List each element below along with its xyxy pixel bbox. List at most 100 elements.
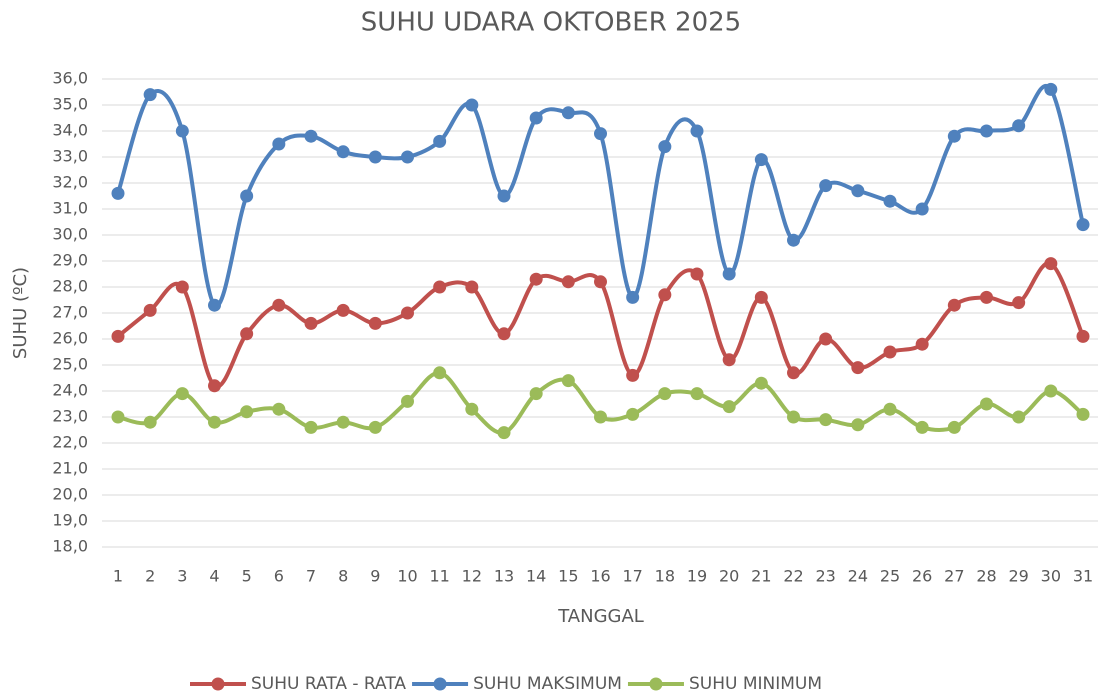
- data-point: [368, 150, 382, 164]
- x-tick-label: 13: [494, 567, 514, 586]
- data-point: [658, 387, 672, 401]
- data-point: [208, 415, 221, 429]
- data-point: [851, 361, 865, 375]
- x-tick-label: 14: [526, 567, 546, 586]
- data-point: [626, 368, 640, 382]
- y-axis-label: SUHU (ºC): [10, 267, 31, 359]
- x-tick-label: 7: [306, 567, 316, 586]
- data-point: [465, 98, 479, 112]
- data-point: [1012, 119, 1026, 133]
- data-point: [915, 337, 929, 351]
- x-tick-label: 17: [622, 567, 642, 586]
- data-point: [883, 194, 897, 208]
- y-tick-label: 21,0: [52, 459, 88, 478]
- data-point: [497, 189, 511, 203]
- y-tick-label: 25,0: [52, 355, 88, 374]
- data-point: [240, 327, 254, 341]
- x-tick-label: 3: [177, 567, 187, 586]
- y-tick-label: 24,0: [52, 381, 88, 400]
- data-point: [1044, 384, 1058, 398]
- legend-label: SUHU RATA - RATA: [251, 674, 406, 694]
- data-point: [368, 316, 382, 330]
- series-line: [117, 370, 1085, 435]
- y-tick-label: 32,0: [52, 173, 88, 192]
- x-tick-label: 31: [1073, 567, 1093, 586]
- y-tick-label: 31,0: [52, 199, 88, 218]
- data-point: [175, 280, 189, 294]
- data-point: [497, 426, 511, 440]
- data-point: [754, 290, 768, 304]
- data-point: [1076, 218, 1090, 232]
- y-tick-label: 27,0: [52, 303, 88, 322]
- data-point: [1044, 257, 1058, 271]
- data-point: [754, 376, 768, 390]
- y-tick-label: 28,0: [52, 277, 88, 296]
- legend-label: SUHU MAKSIMUM: [473, 674, 622, 694]
- data-point: [529, 387, 543, 401]
- data-point: [947, 129, 961, 143]
- data-point: [401, 394, 414, 408]
- x-tick-label: 5: [242, 567, 252, 586]
- y-tick-label: 23,0: [52, 407, 88, 426]
- data-point: [947, 298, 961, 312]
- x-tick-label: 18: [655, 567, 675, 586]
- data-point: [980, 397, 993, 411]
- y-tick-label: 29,0: [52, 251, 88, 270]
- data-point: [883, 345, 897, 359]
- data-point: [915, 420, 929, 434]
- x-tick-label: 6: [274, 567, 284, 586]
- y-tick-label: 26,0: [52, 329, 88, 348]
- data-point: [529, 111, 543, 125]
- data-point: [690, 387, 704, 401]
- y-tick-label: 22,0: [52, 433, 88, 452]
- data-point: [658, 288, 672, 302]
- x-tick-label: 8: [338, 567, 348, 586]
- data-point: [754, 153, 768, 167]
- data-point: [497, 327, 511, 341]
- x-tick-label: 2: [145, 567, 155, 586]
- data-point: [433, 366, 447, 380]
- data-point: [111, 329, 125, 343]
- data-point: [240, 189, 254, 203]
- data-point: [433, 134, 447, 148]
- data-point: [336, 415, 350, 429]
- data-point: [1012, 296, 1026, 310]
- x-tick-label: 30: [1041, 567, 1061, 586]
- data-point: [980, 290, 993, 304]
- x-tick-label: 21: [751, 567, 771, 586]
- data-point: [594, 127, 607, 141]
- data-point: [851, 418, 865, 432]
- data-point: [594, 410, 607, 424]
- data-point: [819, 332, 833, 346]
- data-point: [947, 420, 961, 434]
- data-point: [883, 402, 897, 416]
- x-tick-label: 22: [783, 567, 803, 586]
- data-point: [143, 88, 157, 102]
- data-point: [1076, 407, 1090, 421]
- data-point: [208, 379, 221, 393]
- data-point: [787, 233, 800, 247]
- x-tick-label: 11: [429, 567, 449, 586]
- data-point: [175, 124, 189, 138]
- legend-marker: [211, 677, 225, 691]
- data-point: [304, 420, 318, 434]
- series-line: [116, 84, 1085, 308]
- data-point: [561, 106, 575, 120]
- x-tick-label: 24: [848, 567, 868, 586]
- data-point: [336, 303, 350, 317]
- data-point: [787, 366, 800, 380]
- y-tick-label: 20,0: [52, 485, 88, 504]
- data-point: [561, 275, 575, 289]
- data-point: [819, 179, 833, 193]
- y-tick-label: 18,0: [52, 537, 88, 556]
- x-tick-label: 9: [370, 567, 380, 586]
- x-tick-label: 1: [113, 567, 123, 586]
- legend-label: SUHU MINIMUM: [689, 674, 822, 694]
- data-point: [368, 420, 382, 434]
- y-tick-label: 30,0: [52, 225, 88, 244]
- y-tick-label: 36,0: [52, 69, 88, 88]
- data-point: [1076, 329, 1090, 343]
- data-point: [561, 374, 575, 388]
- data-point: [787, 410, 800, 424]
